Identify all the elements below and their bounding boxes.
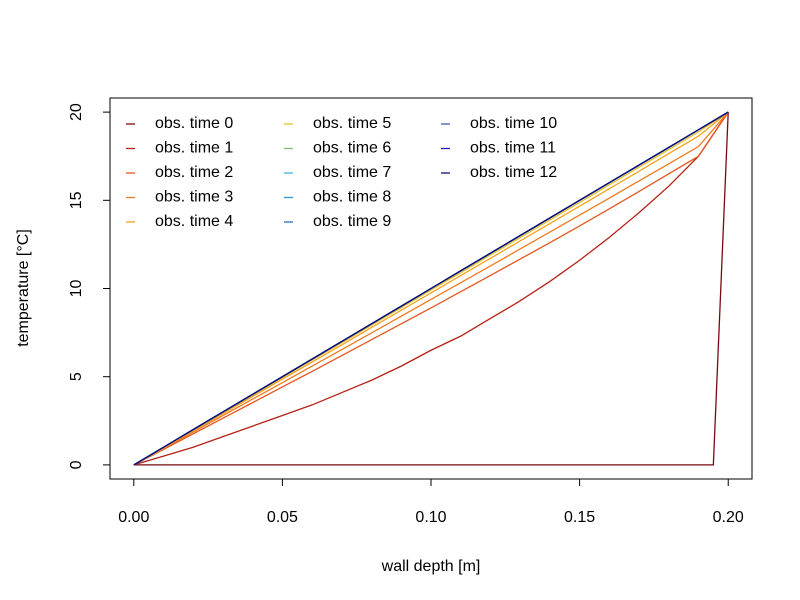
series-line-1: [133, 111, 729, 466]
legend-label: obs. time 6: [313, 140, 391, 157]
legend-label: obs. time 10: [470, 115, 557, 132]
legend-label: obs. time 7: [313, 164, 391, 181]
legend-label: obs. time 0: [155, 115, 233, 132]
y-tick-label: 20: [68, 103, 85, 121]
legend-label: obs. time 12: [470, 164, 557, 181]
x-axis-title: wall depth [m]: [381, 558, 481, 575]
y-axis: 0 5 10 15 20: [68, 103, 111, 469]
legend-label: obs. time 1: [155, 140, 233, 157]
series-line-3: [133, 111, 729, 466]
series-line-2: [133, 111, 729, 466]
legend-label: obs. time 3: [155, 189, 233, 206]
x-axis: 0.00 0.05 0.10 0.15 0.20: [118, 478, 744, 526]
legend-label: obs. time 2: [155, 164, 233, 181]
y-tick-label: 10: [68, 280, 85, 298]
series-layer: [133, 111, 729, 466]
series-line-0: [133, 112, 729, 466]
y-axis-title: temperature [°C]: [15, 229, 32, 347]
series-line-12: [133, 111, 729, 466]
y-tick-label: 15: [68, 191, 85, 209]
x-tick-label: 0.15: [564, 509, 595, 526]
legend-label: obs. time 9: [313, 213, 391, 230]
x-tick-label: 0.00: [118, 509, 149, 526]
y-tick-label: 5: [68, 372, 85, 381]
series-line-4: [133, 111, 729, 466]
x-tick-label: 0.20: [713, 509, 744, 526]
x-tick-label: 0.05: [267, 509, 298, 526]
x-tick-label: 0.10: [415, 509, 446, 526]
legend-label: obs. time 5: [313, 115, 391, 132]
legend-label: obs. time 11: [470, 140, 556, 157]
legend-label: obs. time 8: [313, 189, 391, 206]
legend-label: obs. time 4: [155, 213, 233, 230]
y-tick-label: 0: [68, 460, 85, 469]
legend: obs. time 0 obs. time 1 obs. time 2 obs. ti…: [126, 115, 557, 230]
